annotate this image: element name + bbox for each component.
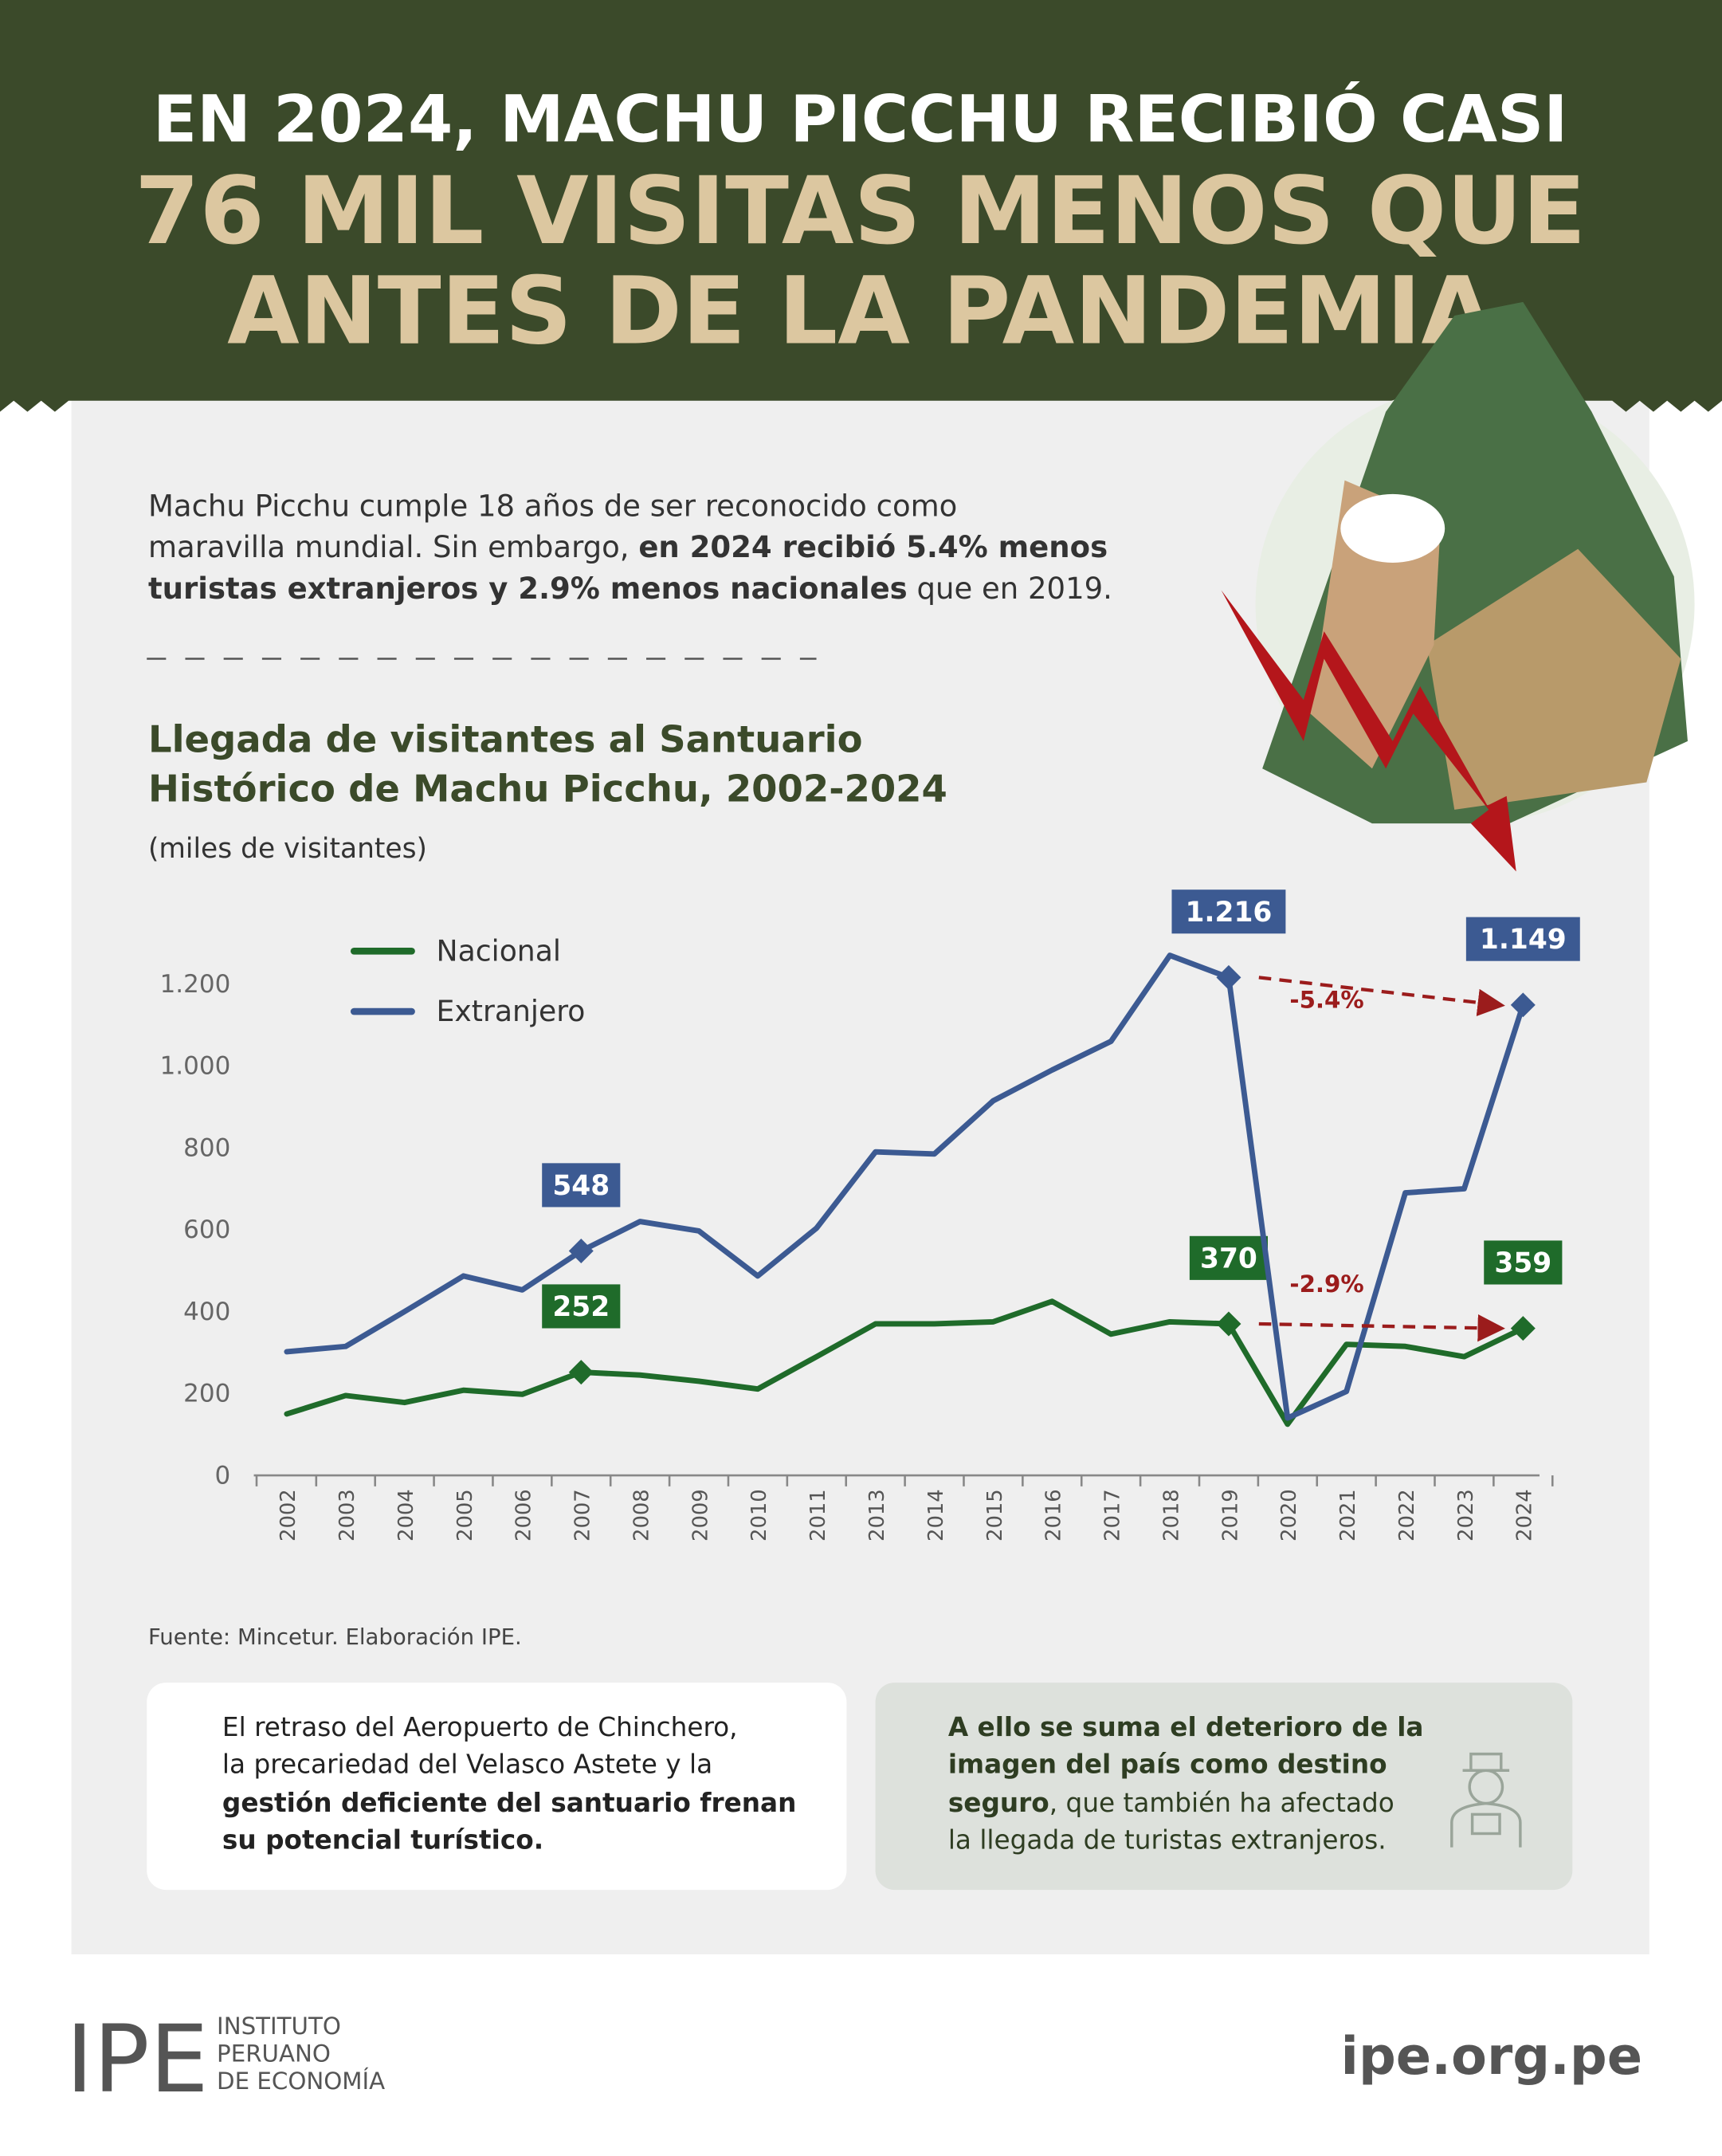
header-line: ANTES DE LA PANDEMIA xyxy=(227,256,1493,365)
x-tick-label: 2019 xyxy=(1218,1489,1242,1541)
data-label: 252 xyxy=(552,1291,610,1323)
logo: IPE xyxy=(66,2005,209,2114)
x-tick-label: 2008 xyxy=(630,1489,653,1541)
change-label: -2.9% xyxy=(1289,1270,1363,1298)
x-tick-label: 2011 xyxy=(806,1489,830,1541)
header-line: EN 2024, MACHU PICCHU RECIBIÓ CASI xyxy=(153,81,1568,157)
data-label: 359 xyxy=(1494,1247,1551,1279)
intro: Machu Picchu cumple 18 años de ser recon… xyxy=(148,489,957,523)
x-tick-label: 2016 xyxy=(1042,1489,1066,1541)
label-box xyxy=(1484,1240,1563,1285)
label-box xyxy=(542,1284,621,1329)
label-box xyxy=(1171,889,1286,934)
legend-label: Extranjero xyxy=(437,994,586,1028)
note-box xyxy=(147,1683,847,1891)
change-label: -5.4% xyxy=(1289,986,1363,1013)
x-tick-label: 2014 xyxy=(924,1489,948,1541)
intro: maravilla mundial. Sin embargo, en 2024 … xyxy=(148,530,1108,564)
point-marker xyxy=(1510,1316,1536,1341)
x-tick-label: 2006 xyxy=(512,1489,536,1541)
header-band xyxy=(0,0,1722,412)
x-tick-label: 2013 xyxy=(865,1489,889,1541)
y-tick-label: 600 xyxy=(183,1215,230,1244)
logo-name: INSTITUTO xyxy=(217,2013,341,2040)
x-tick-label: 2021 xyxy=(1336,1489,1360,1541)
y-tick-label: 200 xyxy=(183,1380,230,1408)
x-tick-label: 2009 xyxy=(688,1489,712,1541)
x-tick-label: 2020 xyxy=(1277,1489,1301,1541)
illustration xyxy=(1221,301,1695,872)
logo-name: DE ECONOMÍA xyxy=(217,2067,385,2095)
y-tick-label: 0 xyxy=(215,1461,231,1490)
data-label: 1.149 xyxy=(1480,924,1567,956)
note-text: gestión deficiente del santuario frenan xyxy=(222,1788,796,1818)
y-tick-label: 800 xyxy=(183,1133,230,1162)
label-box xyxy=(1189,1235,1269,1280)
series-line xyxy=(284,952,1526,1421)
note-text: la llegada de turistas extranjeros. xyxy=(948,1824,1387,1855)
x-tick-label: 2023 xyxy=(1454,1489,1478,1541)
intro: turistas extranjeros y 2.9% menos nacion… xyxy=(148,571,1112,606)
url: ipe.org.pe xyxy=(1341,2026,1643,2087)
chart-title: Histórico de Machu Picchu, 2002-2024 xyxy=(148,768,947,811)
note-box xyxy=(875,1683,1573,1891)
note-text: El retraso del Aeropuerto de Chinchero, xyxy=(222,1712,738,1742)
chart-subtitle: (miles de visitantes) xyxy=(148,833,427,865)
x-tick-label: 2003 xyxy=(335,1489,359,1541)
tourist-icon xyxy=(1450,1752,1522,1848)
y-tick-label: 400 xyxy=(183,1298,230,1326)
point-marker xyxy=(568,1360,594,1385)
legend-label: Nacional xyxy=(437,933,561,968)
y-tick-label: 1.000 xyxy=(160,1052,231,1081)
x-tick-label: 2024 xyxy=(1513,1489,1537,1541)
logo-name: PERUANO xyxy=(217,2040,331,2067)
source: Fuente: Mincetur. Elaboración IPE. xyxy=(148,1624,522,1650)
data-label: 370 xyxy=(1200,1243,1257,1274)
note-text: la precariedad del Velasco Astete y la xyxy=(222,1750,712,1780)
x-tick-label: 2015 xyxy=(983,1489,1007,1541)
note-text: imagen del país como destino xyxy=(948,1750,1387,1780)
note-text: su potencial turístico. xyxy=(222,1824,543,1855)
data-label: 1.216 xyxy=(1185,897,1272,929)
header-line: 76 MIL VISITAS MENOS QUE xyxy=(135,156,1586,265)
point-marker xyxy=(1510,992,1536,1018)
series-line xyxy=(284,1298,1526,1428)
x-tick-label: 2017 xyxy=(1101,1489,1125,1541)
data-label: 548 xyxy=(552,1170,610,1202)
note-text: seguro, que también ha afectado xyxy=(948,1788,1394,1818)
x-tick-label: 2005 xyxy=(453,1489,477,1541)
chart-title: Llegada de visitantes al Santuario xyxy=(148,718,863,761)
note-text: A ello se suma el deterioro de la xyxy=(948,1712,1424,1742)
label-box xyxy=(1465,917,1580,961)
x-tick-label: 2018 xyxy=(1159,1489,1183,1541)
point-marker xyxy=(568,1239,594,1264)
x-tick-label: 2010 xyxy=(747,1489,771,1541)
x-tick-label: 2002 xyxy=(277,1489,300,1541)
x-tick-label: 2007 xyxy=(571,1489,595,1541)
label-box xyxy=(542,1163,621,1208)
x-tick-label: 2004 xyxy=(394,1489,418,1541)
y-tick-label: 1.200 xyxy=(160,970,231,999)
x-tick-label: 2022 xyxy=(1395,1489,1419,1541)
